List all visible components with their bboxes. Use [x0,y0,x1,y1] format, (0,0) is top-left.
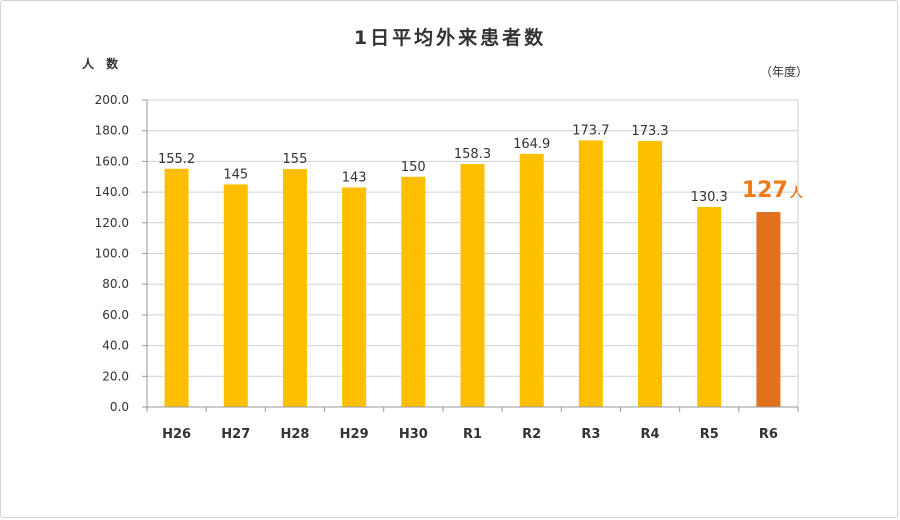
bar [519,153,544,407]
data-label: 164.9 [513,137,550,152]
bar [697,206,722,407]
bar [282,169,307,407]
data-label: 155 [283,152,308,167]
x-tick-label: H30 [399,427,428,442]
highlight-value-label: 127 人 [742,178,804,203]
y-tick-label: 100.0 [95,247,129,261]
y-axis-label: 人 数 [82,56,122,71]
bar [460,164,485,407]
bar [401,176,426,407]
bar [638,140,663,407]
x-tick-label: R1 [463,427,482,442]
bar [578,140,603,408]
data-label: 150 [401,160,426,175]
data-label: 145 [223,167,248,182]
y-tick-label: 80.0 [102,277,129,291]
y-tick-label: 140.0 [95,185,129,199]
bar [164,168,189,407]
y-tick-label: 200.0 [95,93,129,107]
y-tick-label: 0.0 [110,400,129,414]
x-tick-label: R3 [581,427,600,442]
bars [164,140,781,408]
y-tick-label: 160.0 [95,154,129,168]
data-label: 143 [342,170,367,185]
x-tick-label: R2 [522,427,541,442]
highlight-value: 127 [742,178,788,203]
bar [223,184,248,407]
y-tick-label: 120.0 [95,216,129,230]
x-tick-label: R6 [759,427,778,442]
x-tick-label: R5 [700,427,719,442]
chart-title: 1日平均外来患者数 [354,26,546,49]
data-labels: 155.2 145 155 143 150 158.3 164.9 173.7 173.3 130… [158,123,804,205]
y-tick-label: 180.0 [95,124,129,138]
x-tick-label: H29 [340,427,369,442]
y-tick-labels: 0.0 20.0 40.0 60.0 80.0 100.0 120.0 140.0 160.0 1… [95,93,147,414]
data-label: 130.3 [691,190,728,205]
bar [342,187,367,407]
bar [756,212,781,407]
y-tick-label: 40.0 [102,339,129,353]
x-tick-label: R4 [641,427,660,442]
highlight-unit: 人 [790,185,804,201]
y-tick-label: 20.0 [102,369,129,383]
data-label: 158.3 [454,147,491,162]
data-label: 155.2 [158,152,195,167]
axes [146,100,799,408]
x-tick-labels: H26 H27 H28 H29 H30 R1 R2 R3 R4 R5 R6 [146,407,799,442]
unit-note: （年度） [760,64,808,79]
y-tick-label: 60.0 [102,308,129,322]
data-label: 173.3 [631,124,668,139]
x-tick-label: H26 [162,427,191,442]
data-label: 173.7 [572,123,609,138]
x-tick-label: H27 [221,427,250,442]
grid-lines [147,99,798,377]
x-tick-label: H28 [280,427,309,442]
